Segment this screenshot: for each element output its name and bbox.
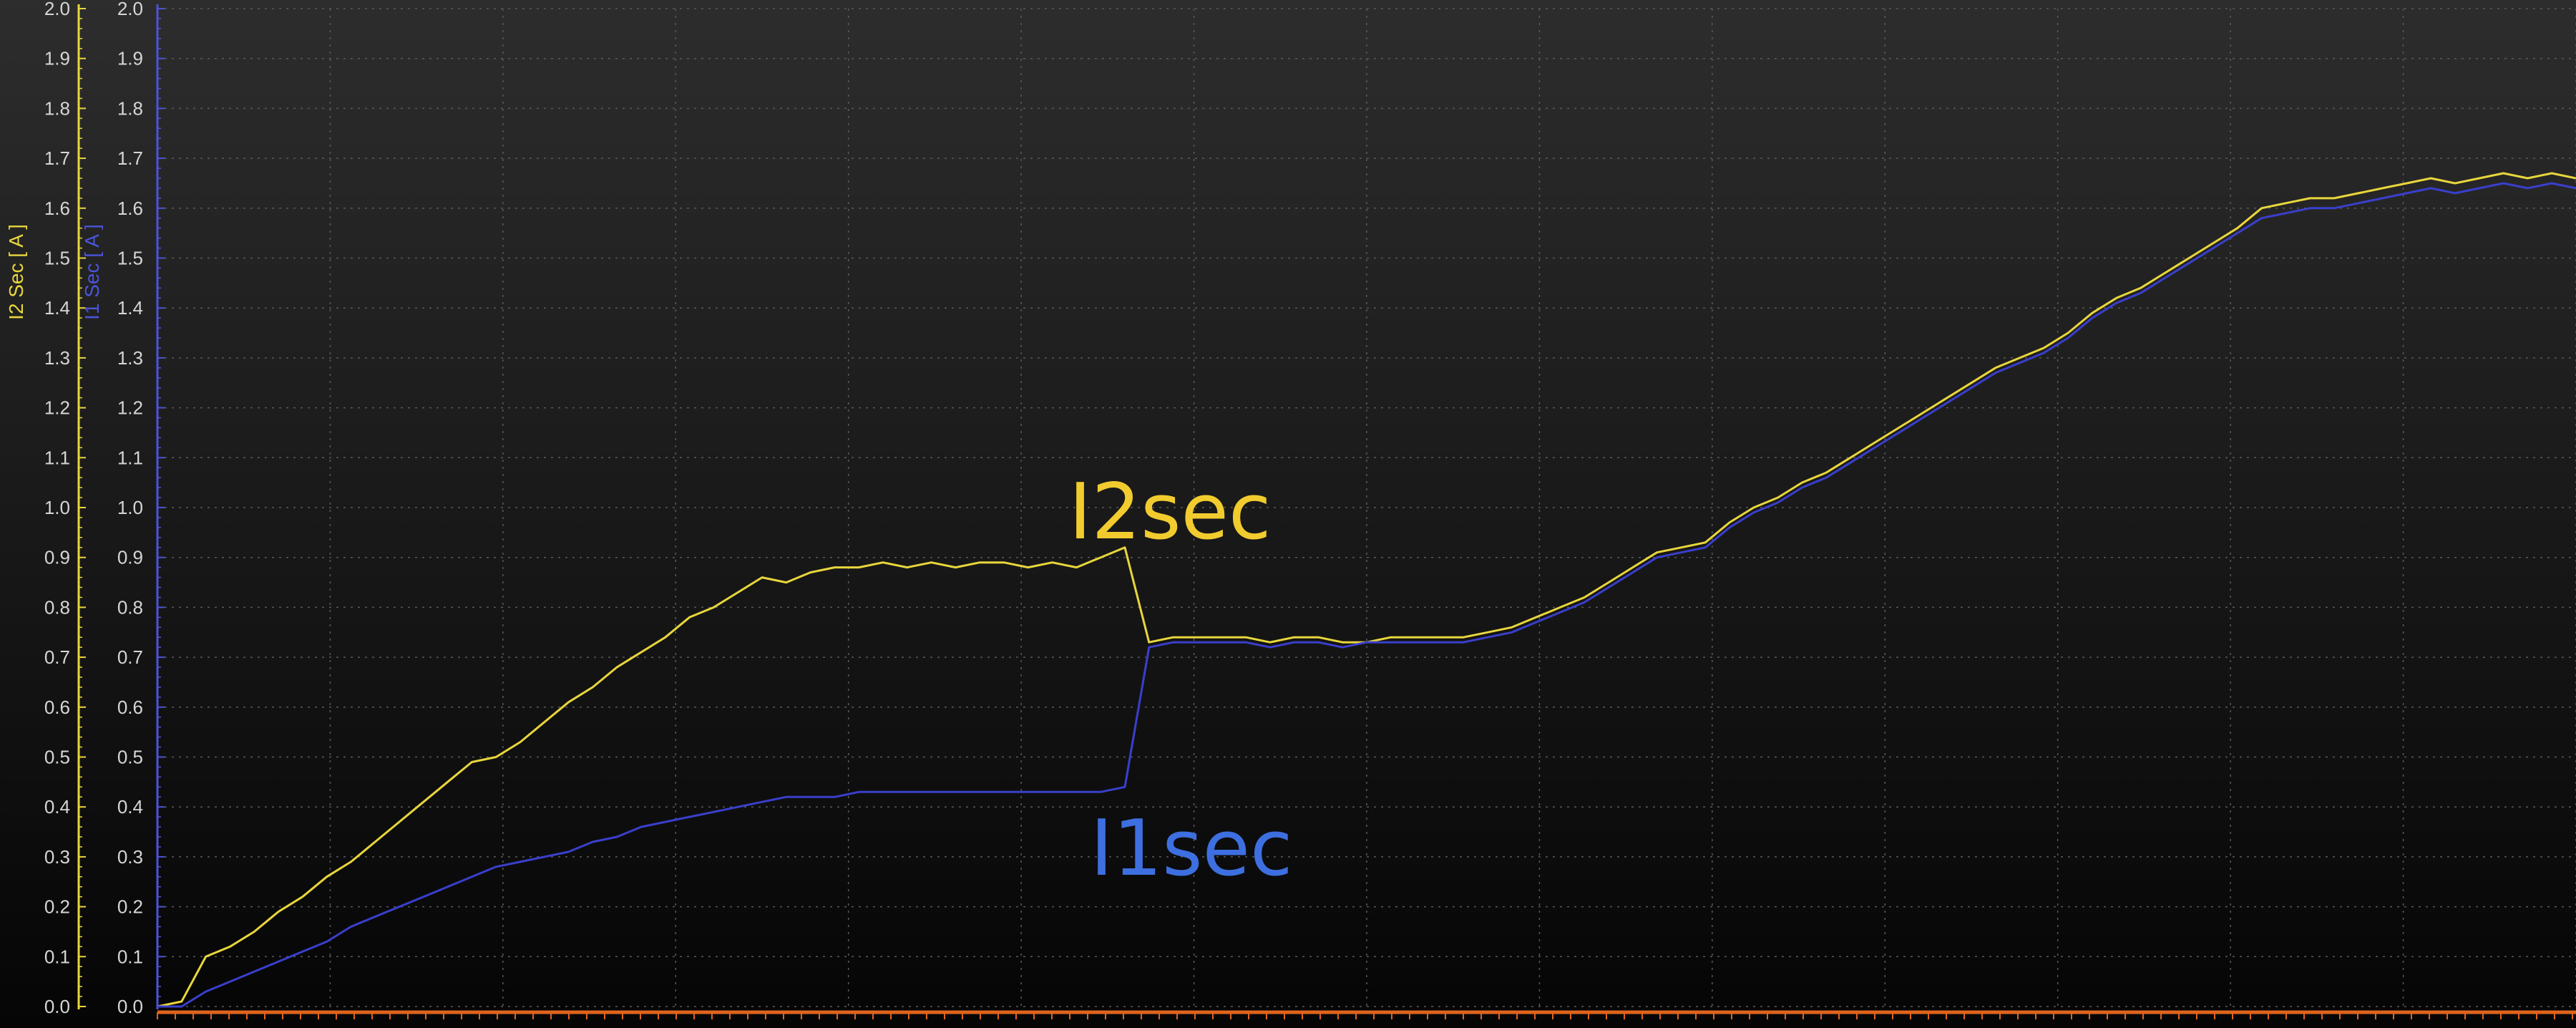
y-axis-outer-tick-label: 1.2 [44, 397, 70, 419]
y-axis-outer-tick-label: 0.1 [44, 946, 70, 967]
y-axis-outer-tick-label: 1.6 [44, 198, 70, 219]
y-axis-outer-tick-label: 0.6 [44, 697, 70, 718]
y-axis-inner-tick-label: 0.8 [117, 596, 143, 618]
y-axis-outer-tick-label: 0.7 [44, 646, 70, 668]
y-axis-inner-tick-label: 1.3 [117, 347, 143, 369]
y-axis-inner-tick-label: 0.2 [117, 896, 143, 918]
x-axis-ticks [157, 1012, 2573, 1019]
y-axis-inner-tick-label: 0.0 [117, 996, 143, 1017]
y-axis-inner-tick-label: 1.7 [117, 147, 143, 169]
series-layer [157, 172, 2576, 1008]
y-axis-outer-tick-label: 1.7 [44, 147, 70, 169]
y-axis-outer-tick-label: 0.4 [44, 796, 70, 818]
y-axis-inner-ticks: 0.0 0.1 0.2 0.3 0.4 0.5 0.6 0.7 0.8 0.9 1.0 1.1 1.2 1… [117, 0, 165, 1017]
y-axis-inner-tick-label: 0.5 [117, 747, 143, 768]
y-axis-inner-tick-label: 1.8 [117, 97, 143, 119]
y-axis-outer-tick-label: 1.8 [44, 97, 70, 119]
y-axis-outer-tick-label: 0.3 [44, 846, 70, 868]
y-axis-inner-tick-label: 0.3 [117, 846, 143, 868]
y-axis-inner-tick-label: 1.2 [117, 397, 143, 419]
grid [157, 8, 2576, 1007]
y-axis-outer-tick-label: 1.4 [44, 297, 70, 319]
y-axis-inner-tick-label: 0.4 [117, 796, 143, 818]
y-axis-inner-tick-label: 1.9 [117, 48, 143, 69]
y-axis-outer-title: I2 Sec [ A ] [5, 224, 27, 320]
y-axis-outer-tick-label: 0.2 [44, 896, 70, 918]
y-axis-inner-tick-label: 1.6 [117, 198, 143, 219]
y-axis-inner-title: I1 Sec [ A ] [81, 224, 103, 320]
y-axis-outer-tick-label: 0.5 [44, 747, 70, 768]
y-axis-inner-tick-label: 0.1 [117, 946, 143, 967]
y-axis-inner-tick-label: 1.4 [117, 297, 143, 319]
y-axis-outer-tick-label: 0.9 [44, 547, 70, 568]
y-axis-outer-ticks: 0.0 0.1 0.2 0.3 0.4 0.5 0.6 0.7 0.8 0.9 1.0 1.1 1.2 1… [44, 0, 86, 1017]
annotation-i1sec: I1sec [1091, 804, 1293, 893]
y-axis-inner-tick-label: 0.6 [117, 697, 143, 718]
y-axis-inner-tick-label: 0.9 [117, 547, 143, 568]
series-line-i1sec [157, 182, 2576, 1008]
y-axis-inner-tick-label: 1.5 [117, 248, 143, 269]
y-axis-inner-tick-label: 1.1 [117, 447, 143, 468]
annotation-i2sec: I2sec [1069, 467, 1272, 557]
y-axis-outer-tick-label: 0.8 [44, 596, 70, 618]
y-axis-outer-tick-label: 1.9 [44, 48, 70, 69]
y-axis-outer-tick-label: 1.1 [44, 447, 70, 468]
y-axis-outer-tick-label: 1.5 [44, 248, 70, 269]
y-axis-outer-tick-label: 2.0 [44, 0, 70, 19]
y-axis-inner-tick-label: 2.0 [117, 0, 143, 19]
y-axis-outer-tick-label: 1.0 [44, 497, 70, 518]
y-axis-inner-tick-label: 1.0 [117, 497, 143, 518]
y-axis-outer-tick-label: 1.3 [44, 347, 70, 369]
y-axis-outer-tick-label: 0.0 [44, 996, 70, 1017]
y-axis-inner-tick-label: 0.7 [117, 646, 143, 668]
